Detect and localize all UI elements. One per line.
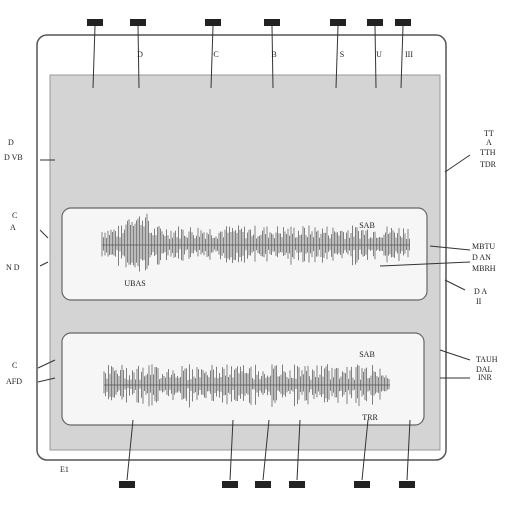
leaders	[37, 19, 471, 488]
left-label: C	[12, 211, 17, 220]
left-label: N D	[6, 263, 20, 272]
left-label: D	[8, 138, 14, 147]
right-label: TDR	[480, 160, 497, 169]
arrow	[39, 229, 49, 239]
arrow	[444, 154, 471, 173]
leader	[92, 25, 96, 89]
leader	[126, 419, 134, 481]
right-label: TAUH	[476, 355, 498, 364]
tab	[264, 19, 280, 26]
top-label: D	[137, 50, 143, 59]
leader	[400, 25, 404, 89]
tab	[255, 481, 271, 488]
leader	[137, 25, 140, 89]
arrow	[429, 245, 471, 251]
footer: E1	[60, 465, 69, 474]
tab	[330, 19, 346, 26]
panel-label: SAB	[359, 350, 375, 359]
tab	[87, 19, 103, 26]
leader	[406, 419, 411, 481]
right-label: DAL	[476, 365, 493, 374]
leader	[296, 419, 301, 481]
tab	[222, 481, 238, 488]
left-label: C	[12, 361, 17, 370]
arrow	[39, 261, 49, 267]
tab	[395, 19, 411, 26]
leader	[271, 25, 274, 89]
top-label: C	[213, 50, 218, 59]
arrow	[37, 359, 56, 369]
left-label: A	[10, 223, 16, 232]
tab	[399, 481, 415, 488]
leader	[210, 25, 214, 89]
right-label: INR	[478, 373, 492, 382]
leader	[361, 419, 369, 481]
arrow	[37, 377, 56, 383]
leader	[374, 25, 377, 89]
right-label: II	[476, 297, 482, 306]
right-label: MBTU	[472, 242, 495, 251]
tab	[130, 19, 146, 26]
tab	[119, 481, 135, 488]
arrow	[379, 261, 471, 267]
arrow	[439, 349, 471, 361]
arrow	[444, 279, 466, 291]
tab	[367, 19, 383, 26]
left-label: D VB	[4, 153, 23, 162]
left-label: AFD	[6, 377, 22, 386]
tab	[354, 481, 370, 488]
tab	[205, 19, 221, 26]
tab	[289, 481, 305, 488]
right-label: TT	[484, 129, 494, 138]
right-label: TTH	[480, 148, 496, 157]
wave-panel	[61, 332, 425, 426]
panel-label: UBAS	[124, 279, 145, 288]
right-label: A	[486, 138, 492, 147]
right-label: D A	[474, 287, 487, 296]
top-label: III	[405, 50, 413, 59]
leader	[262, 419, 270, 481]
panel-label: TRR	[362, 413, 378, 422]
top-label: U	[376, 50, 382, 59]
top-label: B	[271, 50, 276, 59]
waveforms	[101, 213, 410, 408]
leader	[229, 419, 234, 481]
panel-label: SAB	[359, 221, 375, 230]
leader	[335, 25, 339, 89]
right-label: D AN	[472, 253, 491, 262]
top-label: S	[340, 50, 344, 59]
right-label: MBRH	[472, 264, 496, 273]
